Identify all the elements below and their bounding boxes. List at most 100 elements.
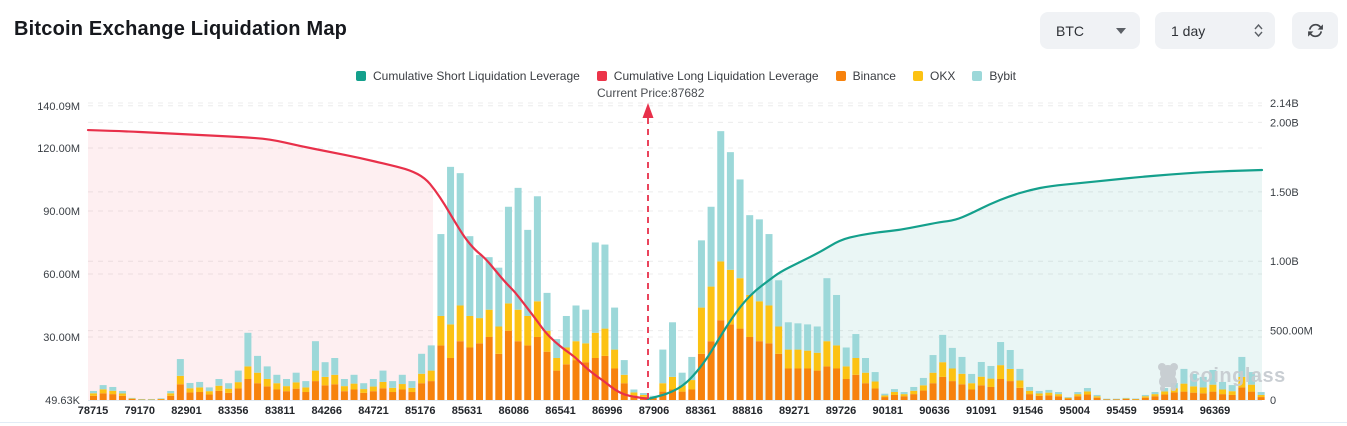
- bar-segment[interactable]: [1170, 392, 1178, 400]
- bar-segment[interactable]: [755, 301, 763, 342]
- bar-segment[interactable]: [1122, 398, 1130, 399]
- bar-segment[interactable]: [1141, 397, 1149, 400]
- bar-segment[interactable]: [476, 255, 483, 319]
- bar-segment[interactable]: [1035, 390, 1043, 394]
- bar-segment[interactable]: [379, 388, 387, 400]
- bar-segment[interactable]: [263, 366, 271, 379]
- bar-segment[interactable]: [311, 381, 319, 400]
- bar-segment[interactable]: [389, 381, 397, 388]
- bar-segment[interactable]: [408, 387, 416, 393]
- bar-segment[interactable]: [447, 324, 455, 358]
- bar-segment[interactable]: [524, 345, 532, 400]
- bar-segment[interactable]: [340, 391, 348, 400]
- bar-segment[interactable]: [784, 368, 792, 400]
- bar-segment[interactable]: [1180, 391, 1188, 400]
- bar-segment[interactable]: [842, 366, 850, 379]
- bar-segment[interactable]: [958, 373, 966, 385]
- bar-segment[interactable]: [775, 280, 783, 327]
- bar-segment[interactable]: [977, 385, 985, 400]
- bar-segment[interactable]: [302, 392, 310, 400]
- bar-segment[interactable]: [1238, 376, 1246, 388]
- bar-segment[interactable]: [418, 373, 426, 384]
- bar-segment[interactable]: [1035, 393, 1043, 396]
- bar-segment[interactable]: [1248, 384, 1255, 392]
- bar-segment[interactable]: [514, 187, 522, 310]
- bar-segment[interactable]: [466, 315, 474, 348]
- bar-segment[interactable]: [707, 206, 715, 287]
- bar-segment[interactable]: [813, 326, 821, 353]
- bar-segment[interactable]: [167, 393, 175, 396]
- bar-segment[interactable]: [1083, 388, 1091, 392]
- bar-segment[interactable]: [726, 324, 734, 400]
- bar-segment[interactable]: [1122, 397, 1130, 399]
- bar-segment[interactable]: [697, 307, 705, 354]
- bar-segment[interactable]: [1190, 392, 1198, 400]
- bar-segment[interactable]: [562, 364, 570, 400]
- bar-segment[interactable]: [977, 361, 985, 377]
- bar-segment[interactable]: [90, 395, 97, 400]
- bar-segment[interactable]: [775, 353, 783, 400]
- bar-segment[interactable]: [755, 341, 763, 400]
- bar-segment[interactable]: [408, 392, 416, 400]
- bar-segment[interactable]: [283, 386, 290, 392]
- bar-segment[interactable]: [601, 355, 609, 400]
- bar-segment[interactable]: [871, 388, 879, 400]
- bar-segment[interactable]: [263, 378, 271, 387]
- bar-segment[interactable]: [1190, 386, 1198, 393]
- bar-segment[interactable]: [649, 395, 657, 397]
- bar-segment[interactable]: [1257, 394, 1265, 398]
- bar-segment[interactable]: [1199, 376, 1207, 388]
- bar-segment[interactable]: [90, 393, 97, 396]
- bar-segment[interactable]: [871, 372, 879, 382]
- bar-segment[interactable]: [1161, 391, 1169, 395]
- bar-segment[interactable]: [1016, 387, 1024, 400]
- bar-segment[interactable]: [746, 215, 754, 295]
- bar-segment[interactable]: [862, 372, 869, 384]
- bar-segment[interactable]: [582, 309, 590, 344]
- bar-segment[interactable]: [118, 395, 126, 400]
- bar-segment[interactable]: [1122, 398, 1130, 400]
- refresh-button[interactable]: [1292, 12, 1338, 49]
- bar-segment[interactable]: [437, 315, 445, 346]
- bar-segment[interactable]: [630, 389, 638, 393]
- bar-segment[interactable]: [582, 343, 590, 363]
- bar-segment[interactable]: [215, 385, 223, 391]
- bar-segment[interactable]: [852, 334, 860, 358]
- bar-segment[interactable]: [1093, 394, 1101, 397]
- bar-segment[interactable]: [987, 386, 995, 400]
- bar-segment[interactable]: [591, 357, 599, 400]
- bar-segment[interactable]: [553, 370, 561, 400]
- bar-segment[interactable]: [273, 389, 281, 400]
- bar-segment[interactable]: [572, 305, 580, 342]
- bar-segment[interactable]: [205, 391, 213, 395]
- bar-segment[interactable]: [1151, 392, 1159, 395]
- bar-segment[interactable]: [1064, 397, 1072, 398]
- bar-segment[interactable]: [871, 381, 879, 389]
- bar-segment[interactable]: [784, 349, 792, 369]
- bar-segment[interactable]: [659, 383, 667, 392]
- bar-segment[interactable]: [1045, 389, 1053, 393]
- bar-segment[interactable]: [862, 383, 869, 400]
- bar-segment[interactable]: [630, 392, 638, 396]
- bar-segment[interactable]: [1064, 397, 1072, 399]
- bar-segment[interactable]: [128, 397, 136, 399]
- bar-segment[interactable]: [919, 377, 927, 386]
- bar-segment[interactable]: [398, 384, 406, 390]
- bar-segment[interactable]: [1074, 392, 1082, 395]
- bar-segment[interactable]: [427, 381, 435, 400]
- bar-segment[interactable]: [900, 392, 908, 395]
- bar-segment[interactable]: [533, 196, 541, 302]
- bar-segment[interactable]: [466, 236, 474, 316]
- bar-segment[interactable]: [1006, 381, 1014, 400]
- bar-segment[interactable]: [620, 360, 628, 375]
- bar-segment[interactable]: [1035, 395, 1043, 400]
- bar-segment[interactable]: [1257, 397, 1265, 400]
- bar-segment[interactable]: [910, 386, 918, 391]
- bar-segment[interactable]: [1093, 397, 1101, 400]
- bar-segment[interactable]: [1238, 356, 1246, 377]
- bar-segment[interactable]: [427, 345, 435, 371]
- legend-item-bybit[interactable]: Bybit: [972, 69, 1016, 83]
- bar-segment[interactable]: [1228, 391, 1236, 395]
- bar-segment[interactable]: [1132, 398, 1140, 400]
- bar-segment[interactable]: [958, 384, 966, 400]
